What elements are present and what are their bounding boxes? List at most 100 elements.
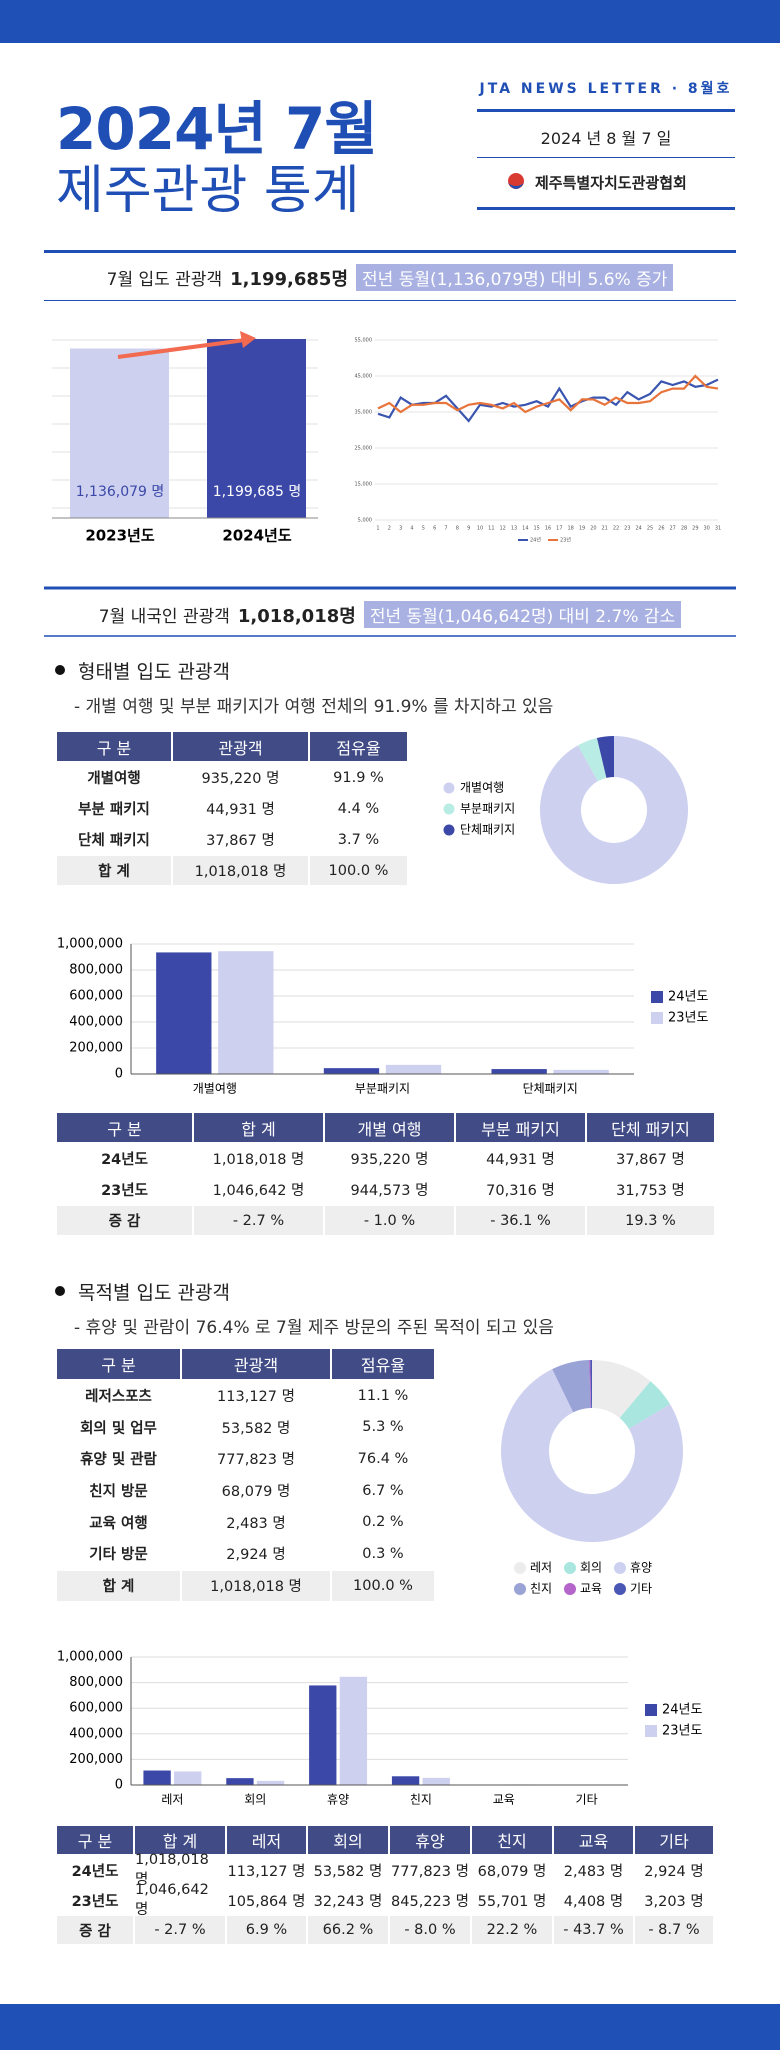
- table-cell: 935,220 명: [350, 1152, 429, 1168]
- y-tick-label: 600,000: [69, 1701, 123, 1716]
- table-cell: 777,823 명: [217, 1452, 295, 1469]
- table-cell: 55,701 명: [477, 1893, 547, 1910]
- x-tick-label: 27: [669, 526, 675, 532]
- table-header-cell: 레저: [227, 1826, 306, 1854]
- y-tick-label: 35,000: [355, 410, 373, 416]
- x-tick-label: 휴양: [327, 1793, 349, 1807]
- legend-swatch: [514, 1583, 526, 1595]
- table-header-cell: 기타: [635, 1826, 713, 1854]
- x-tick-label: 30: [703, 526, 709, 532]
- table-header-cell: 단체 패키지: [587, 1113, 714, 1142]
- table-cell: 6.7 %: [362, 1482, 404, 1499]
- legend-label: 24년도: [662, 1703, 703, 1718]
- section-heading: 형태별 입도 관광객: [78, 661, 230, 683]
- x-tick-label: 16: [545, 526, 551, 532]
- legend-swatch: [645, 1704, 657, 1716]
- table-cell: 2,924 명: [644, 1863, 704, 1880]
- x-tick-label: 1: [376, 526, 379, 532]
- section-heading: 목적별 입도 관광객: [78, 1282, 230, 1304]
- y-tick-label: 800,000: [69, 963, 123, 978]
- x-tick-label: 13: [511, 526, 517, 532]
- x-tick-label: 17: [556, 526, 562, 532]
- table-cell: 개별여행: [87, 771, 141, 787]
- y-tick-label: 400,000: [69, 1015, 123, 1030]
- x-tick-label: 23: [624, 526, 630, 532]
- y-tick-label: 600,000: [69, 989, 123, 1004]
- x-tick-label: 2: [388, 526, 391, 532]
- summary-value: 1,199,685명: [230, 268, 349, 290]
- x-tick-label: 단체패키지: [523, 1082, 578, 1096]
- summary: 7월 내국인 관광객 1,018,018명 전년 동월(1,046,642명) …: [0, 601, 780, 628]
- table-cell: 105,864 명: [227, 1893, 306, 1910]
- donut-slice: [592, 1360, 651, 1419]
- summary-label: 7월 내국인 관광객: [98, 607, 230, 627]
- top-band: [0, 0, 780, 43]
- bar: [422, 1777, 450, 1785]
- bar: [323, 1068, 380, 1074]
- table-cell: 68,079 명: [477, 1863, 547, 1880]
- table-cell: 1,018,018 명: [212, 1152, 305, 1168]
- bar: [143, 1770, 171, 1785]
- donut-slice: [501, 1369, 684, 1543]
- x-tick-label: 21: [601, 526, 607, 532]
- table-cell: - 43.7 %: [554, 1916, 633, 1944]
- table-cell: - 2.7 %: [135, 1916, 225, 1944]
- legend-swatch: [614, 1562, 626, 1574]
- table-cell: 44,931 명: [486, 1152, 555, 1168]
- legend-swatch: [614, 1583, 626, 1595]
- table-cell: 22.2 %: [472, 1916, 552, 1944]
- y-tick-label: 25,000: [355, 446, 373, 452]
- table-cell: 3.7 %: [337, 831, 380, 848]
- legend-label: 교육: [580, 1582, 602, 1596]
- bar: [385, 1064, 442, 1074]
- bar: [218, 951, 274, 1074]
- trend-arrowhead: [240, 331, 256, 348]
- table-cell: 113,127 명: [217, 1389, 295, 1406]
- table-cell: 3,203 명: [644, 1893, 704, 1910]
- bar: [391, 1776, 420, 1785]
- table-cell: 레저스포츠: [85, 1389, 152, 1406]
- y-tick-label: 200,000: [69, 1041, 123, 1056]
- table-cell: 4.4 %: [337, 800, 380, 817]
- x-tick-label: 18: [567, 526, 573, 532]
- section-note: - 휴양 및 관람이 76.4% 로 7월 제주 방문의 주된 목적이 되고 있…: [74, 1318, 554, 1338]
- table-cell: 증 감: [57, 1916, 133, 1944]
- summary-label: 7월 입도 관광객: [106, 270, 223, 290]
- legend-swatch: [514, 1562, 526, 1574]
- divider: [44, 250, 736, 253]
- table-cell: 53,582 명: [221, 1420, 291, 1437]
- table-cell: 2,924 명: [226, 1547, 286, 1564]
- table-header-cell: 휴양: [390, 1826, 470, 1854]
- summary-comparison: 전년 동월(1,046,642명) 대비 2.7% 감소: [363, 601, 682, 628]
- newsletter: JTA NEWS LETTER · 8월호: [479, 81, 733, 97]
- bar: [70, 348, 169, 518]
- table-cell: 44,931 명: [206, 802, 275, 818]
- table-header-cell: 합 계: [194, 1113, 323, 1142]
- table-header-cell: 관광객: [173, 732, 308, 761]
- organization: 제주특별자치도관광협회: [535, 174, 687, 192]
- x-tick-label: 부분패키지: [355, 1082, 410, 1096]
- table-header-cell: 회의: [308, 1826, 388, 1854]
- table-cell: - 8.7 %: [635, 1916, 713, 1944]
- table-cell: 91.9 %: [333, 769, 384, 786]
- x-tick-label: 24: [635, 526, 641, 532]
- table-cell: 23년도: [71, 1893, 119, 1910]
- x-tick-label: 15: [533, 526, 539, 532]
- org-logo: [508, 173, 524, 189]
- legend-swatch: [443, 803, 455, 815]
- table-header-cell: 부분 패키지: [456, 1113, 585, 1142]
- x-tick-label: 6: [433, 526, 436, 532]
- table-cell: 37,867 명: [206, 833, 275, 849]
- x-tick-label: 11: [488, 526, 494, 532]
- type-table: 구 분 관광객 점유율 개별여행 935,220 명 91.9 % 부분 패키지 44,931…: [57, 732, 407, 885]
- y-tick-label: 400,000: [69, 1726, 123, 1741]
- table-header-cell: 점유율: [332, 1349, 434, 1379]
- table-cell: 113,127 명: [227, 1863, 306, 1880]
- bullet: [55, 1286, 65, 1296]
- value-label: 1,199,685 명: [213, 484, 302, 500]
- y-tick-label: 1,000,000: [57, 937, 123, 952]
- legend-swatch: [564, 1583, 576, 1595]
- x-tick-label: 기타: [576, 1793, 598, 1807]
- y-tick-label: 0: [115, 1067, 123, 1082]
